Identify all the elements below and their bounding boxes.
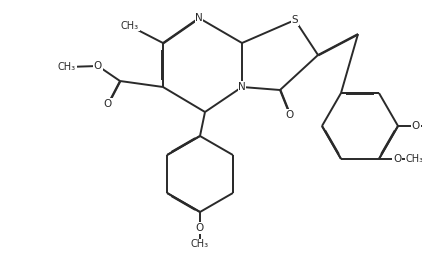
Text: CH₃: CH₃ [121, 21, 139, 31]
Text: CH₃: CH₃ [58, 62, 76, 72]
Text: O: O [104, 99, 112, 109]
Text: O: O [94, 61, 102, 71]
Text: N: N [195, 13, 203, 23]
Text: CH₃: CH₃ [406, 154, 422, 164]
Text: O: O [286, 110, 294, 120]
Text: S: S [292, 15, 298, 25]
Text: O: O [196, 223, 204, 233]
Text: CH₃: CH₃ [191, 239, 209, 249]
Text: N: N [238, 82, 246, 92]
Text: O: O [412, 121, 420, 131]
Text: O: O [393, 154, 401, 164]
